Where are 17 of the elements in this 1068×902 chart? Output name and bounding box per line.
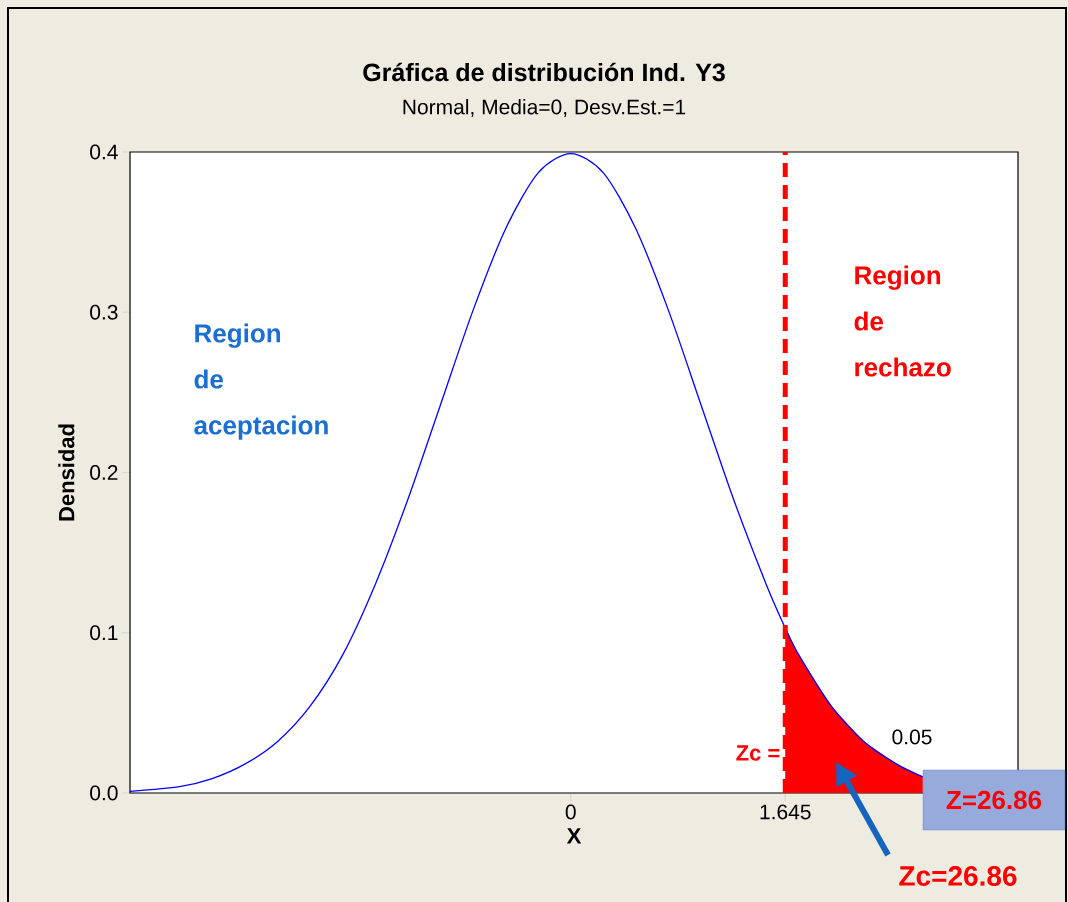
- annotation: 0.05: [892, 729, 932, 745]
- y-tick-label: 0.4: [90, 144, 118, 160]
- text: Zc=26.86: [899, 866, 1017, 886]
- chart-title: Gráfica de distribución Ind. Y3: [363, 62, 725, 82]
- annotation: Region de aceptacion: [194, 323, 328, 440]
- y-tick-label: 0.2: [90, 465, 118, 480]
- y-axis-title: Densidad: [58, 424, 75, 521]
- annotation: Zc =: [736, 745, 780, 761]
- y-tick-label: 0.0: [90, 785, 118, 801]
- x-tick-label: 0: [565, 804, 576, 820]
- x-tick-label: 1.645: [760, 804, 811, 820]
- chart-subtitle: Normal, Media=0, Desv.Est.=1: [403, 99, 686, 117]
- y-tick-label: 0.1: [90, 625, 118, 641]
- y-tick-label: 0.3: [90, 304, 118, 320]
- annotation: Z=26.86: [946, 790, 1042, 810]
- annotation: Region de rechazo: [854, 265, 951, 377]
- x-axis-title: X: [566, 828, 582, 844]
